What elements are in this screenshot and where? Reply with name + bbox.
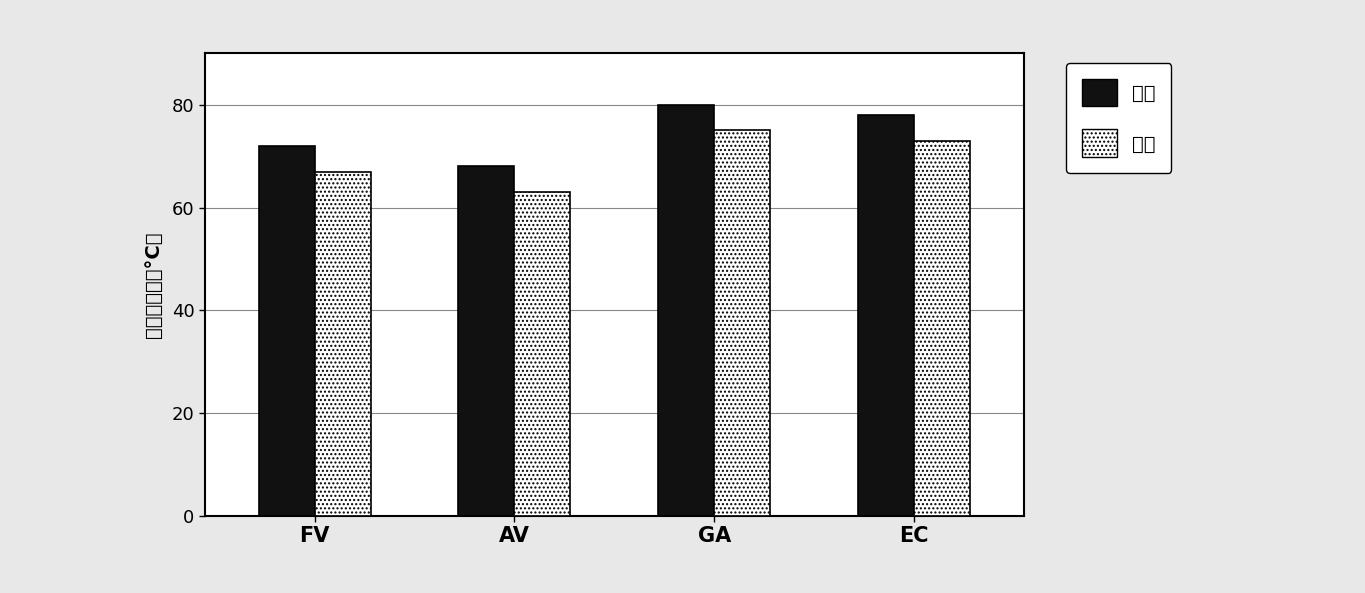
Bar xyxy=(515,192,571,516)
Y-axis label: 热皱缩温度（°C）: 热皱缩温度（°C） xyxy=(145,231,164,338)
Bar xyxy=(714,130,770,516)
Bar xyxy=(259,146,314,516)
Bar xyxy=(658,105,714,516)
Bar xyxy=(859,115,915,516)
Legend: 瓣叶, 管壁: 瓣叶, 管壁 xyxy=(1066,63,1171,173)
Bar xyxy=(314,171,370,516)
Bar xyxy=(915,141,969,516)
Bar xyxy=(459,167,515,516)
